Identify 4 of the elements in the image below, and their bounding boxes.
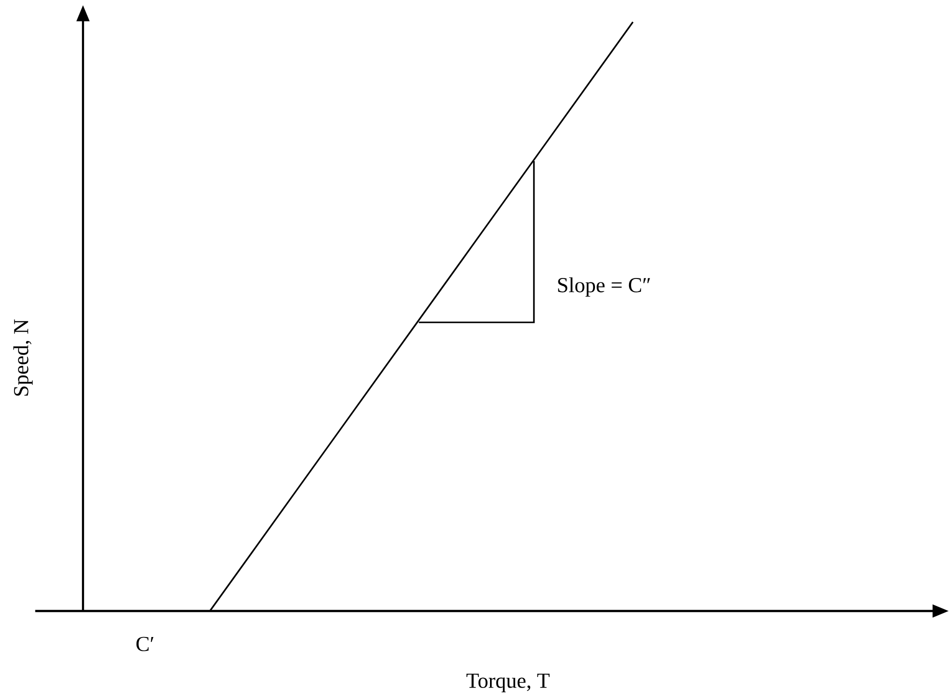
x-axis-title: Torque, T	[466, 674, 550, 692]
text: C′	[136, 636, 154, 652]
annotation: Slope = C″	[558, 277, 650, 297]
y-axis-title: Speed, N	[13, 319, 33, 396]
